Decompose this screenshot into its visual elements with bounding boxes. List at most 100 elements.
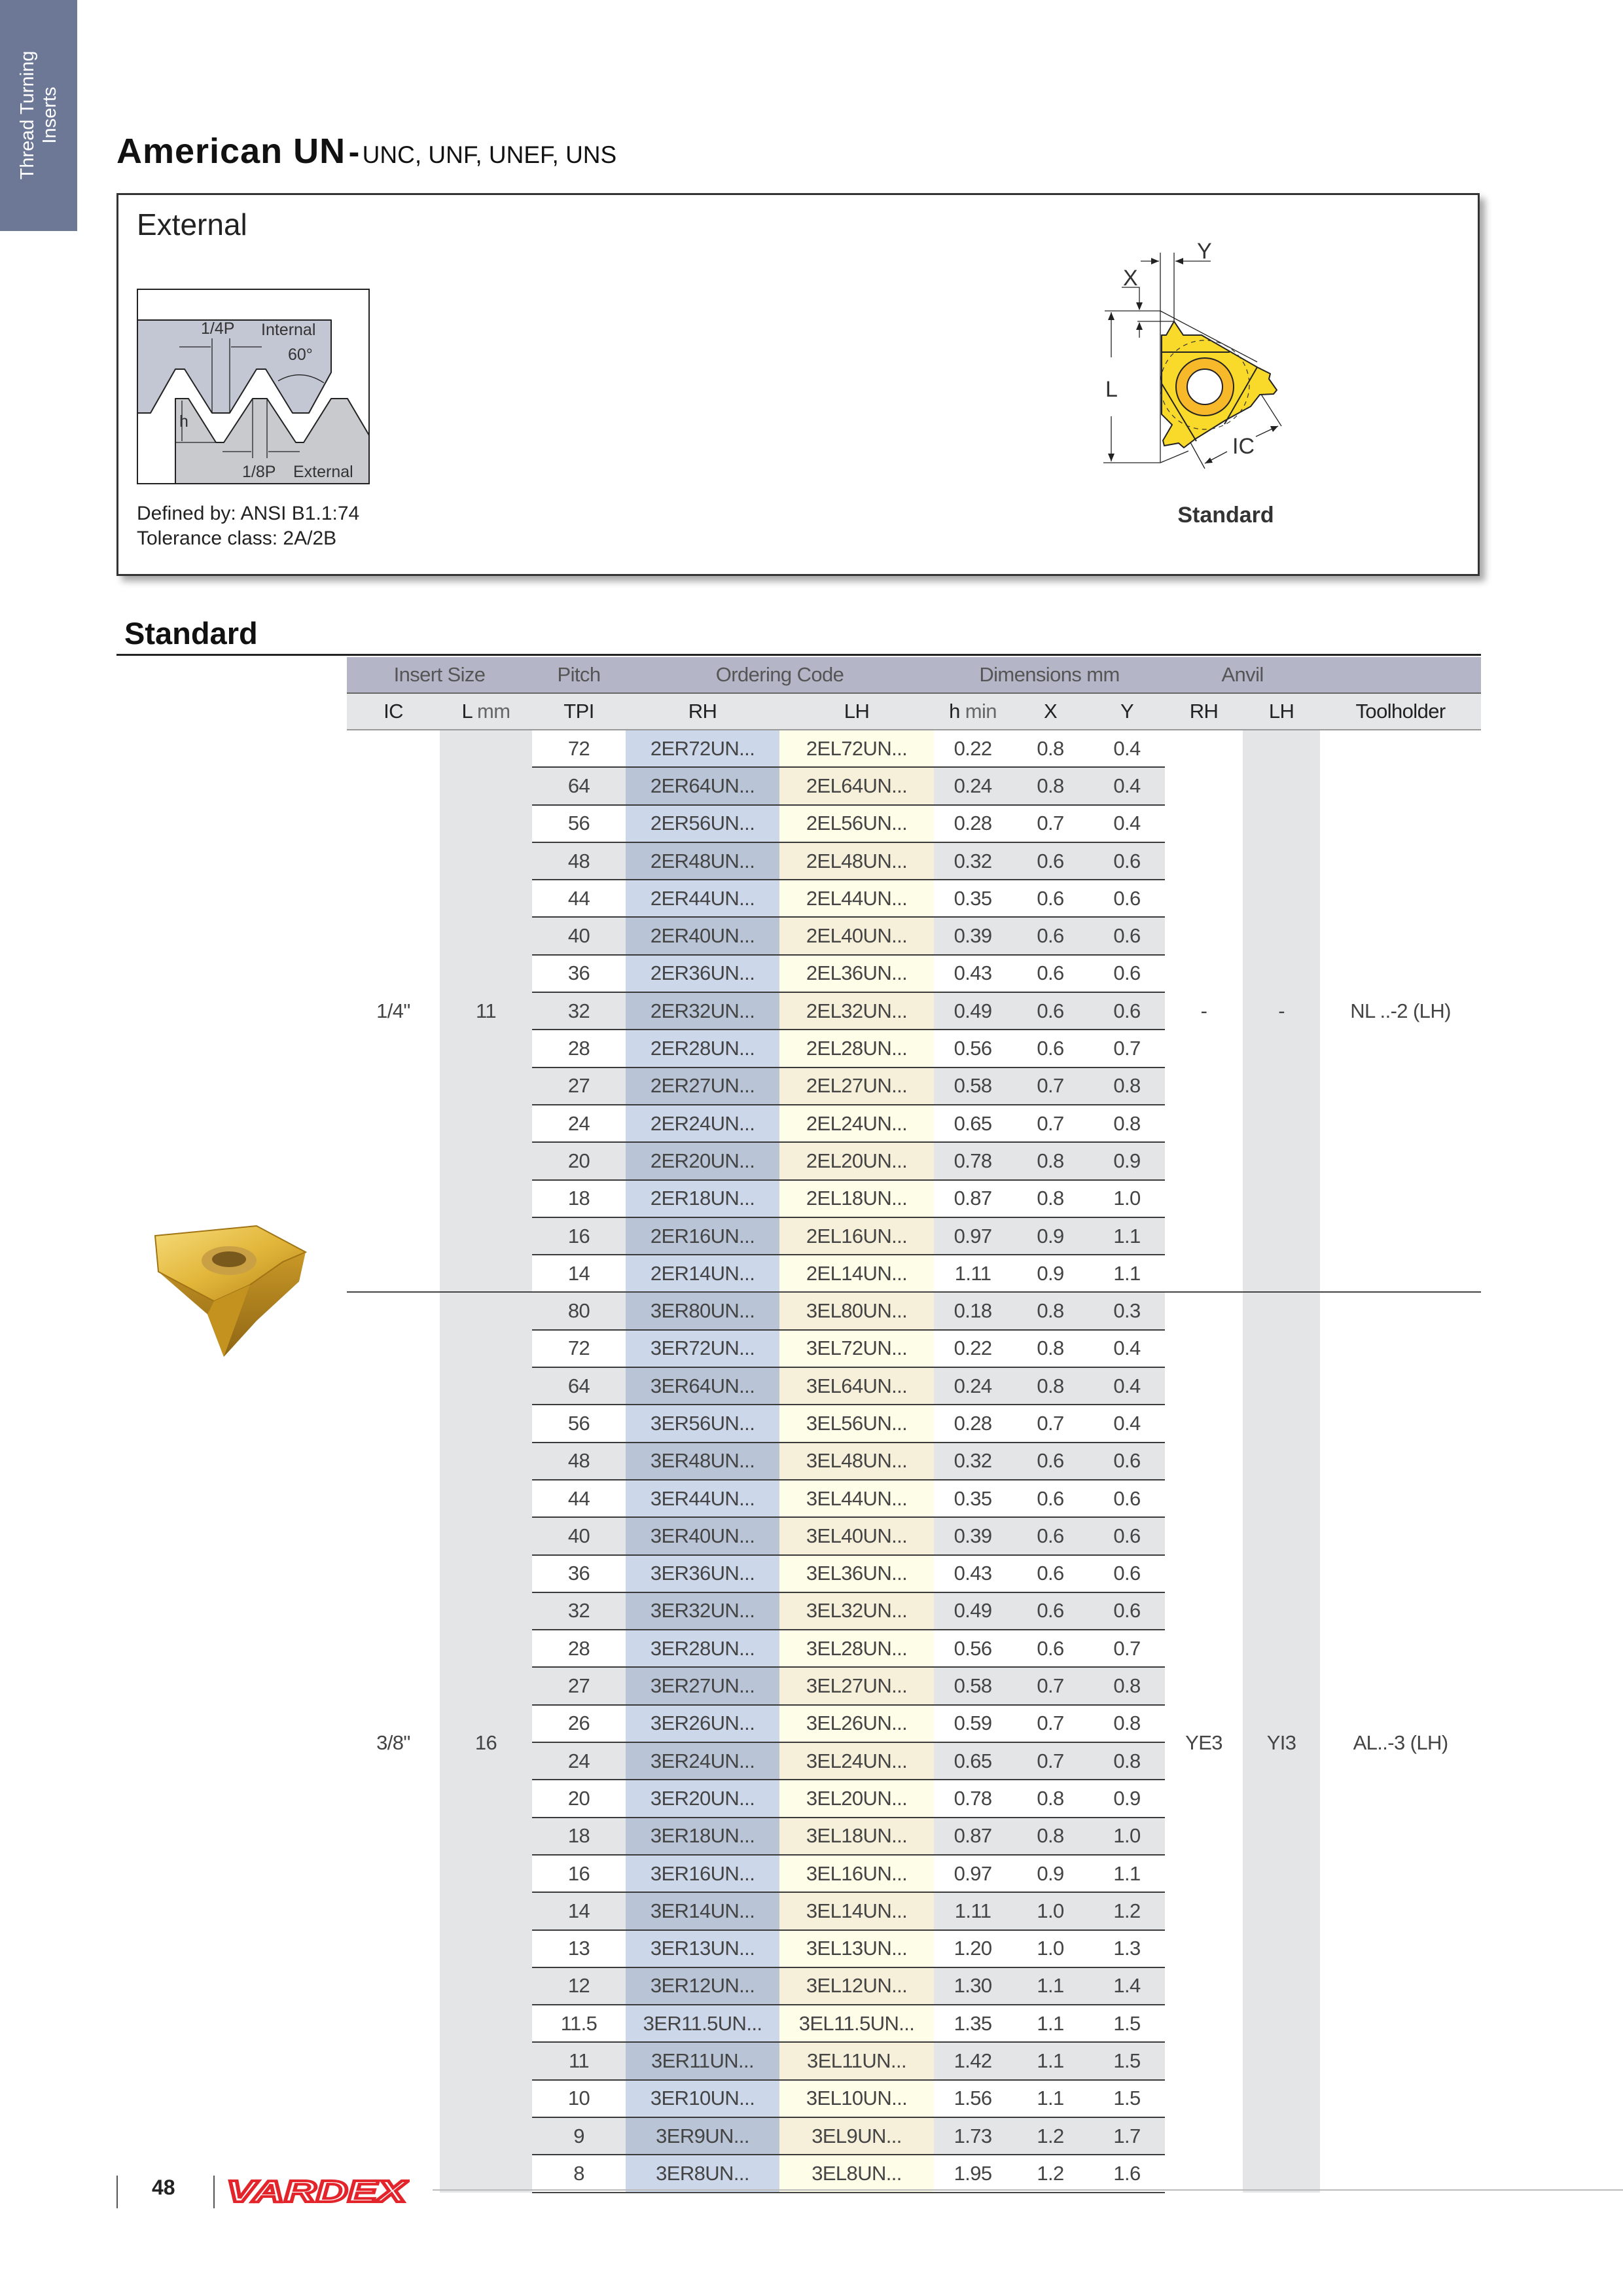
insert-photo <box>154 1225 308 1357</box>
cell-h-min: 0.22 <box>934 1329 1012 1369</box>
cell-ordering-rh: 3ER8UN... <box>626 2155 780 2193</box>
external-thread-shape <box>175 398 370 484</box>
cell-ordering-rh: 3ER56UN... <box>626 1405 780 1443</box>
cell-y: 0.6 <box>1089 954 1166 994</box>
table-row: 36 3ER36UN... 3EL36UN... 0.43 0.6 0.6 <box>347 1554 1481 1593</box>
cell-ordering-lh: 3EL11UN... <box>779 2042 935 2081</box>
cell-x: 0.7 <box>1012 1104 1090 1143</box>
cell-x: 0.6 <box>1012 1517 1090 1556</box>
cell-y: 0.8 <box>1089 1704 1166 1744</box>
table-row: 26 3ER26UN... 3EL26UN... 0.59 0.7 0.8 <box>347 1704 1481 1744</box>
cell-ordering-lh: 2EL64UN... <box>779 767 935 806</box>
cell-ordering-lh: 2EL18UN... <box>779 1179 935 1218</box>
cell-toolholder: AL..-3 (LH) <box>1320 1291 1482 2193</box>
external-heading: External <box>137 207 247 242</box>
col-anvil-rh: RH <box>1165 693 1243 730</box>
cell-tpi: 40 <box>532 917 626 956</box>
cell-x: 0.8 <box>1012 1367 1090 1406</box>
cell-x: 0.8 <box>1012 1179 1090 1218</box>
footer-divider <box>213 2176 215 2208</box>
cell-x: 0.7 <box>1012 1405 1090 1443</box>
cell-ordering-lh: 3EL9UN... <box>779 2117 935 2156</box>
cell-ordering-rh: 3ER28UN... <box>626 1630 780 1668</box>
cell-tpi: 24 <box>532 1104 626 1143</box>
cell-y: 0.6 <box>1089 1479 1166 1518</box>
cell-tpi: 64 <box>532 767 626 806</box>
cell-tpi: 72 <box>532 1329 626 1369</box>
label-height: h <box>179 412 188 431</box>
cell-tpi: 18 <box>532 1817 626 1856</box>
cell-tpi: 16 <box>532 1217 626 1256</box>
cell-ordering-lh: 3EL32UN... <box>779 1592 935 1631</box>
insert-dimension-diagram: Y X L IC Standard <box>1103 239 1282 528</box>
cell-ordering-lh: 2EL48UN... <box>779 842 935 881</box>
table-row: 20 2ER20UN... 2EL20UN... 0.78 0.8 0.9 <box>347 1142 1481 1181</box>
cell-ordering-rh: 3ER48UN... <box>626 1442 780 1480</box>
insert-caption: Standard <box>1177 503 1274 528</box>
cell-ordering-lh: 3EL26UN... <box>779 1704 935 1744</box>
col-x: X <box>1012 693 1090 730</box>
table-row: 28 3ER28UN... 3EL28UN... 0.56 0.6 0.7 <box>347 1630 1481 1668</box>
cell-y: 0.8 <box>1089 1742 1166 1781</box>
cell-ordering-rh: 2ER40UN... <box>626 917 780 956</box>
cell-h-min: 0.49 <box>934 1592 1012 1631</box>
col-anvil-lh: LH <box>1243 693 1321 730</box>
standard-definition: Defined by: ANSI B1.1:74 Tolerance class… <box>137 501 359 551</box>
cell-tpi: 44 <box>532 880 626 918</box>
table-row: 40 2ER40UN... 2EL40UN... 0.39 0.6 0.6 <box>347 917 1481 956</box>
cell-h-min: 1.11 <box>934 1255 1012 1293</box>
label-internal: Internal <box>261 321 315 339</box>
table-row: 16 2ER16UN... 2EL16UN... 0.97 0.9 1.1 <box>347 1217 1481 1256</box>
cell-x: 1.1 <box>1012 1967 1090 2006</box>
external-info-box: External 1/4P Internal 60° h 1/8P Extern… <box>116 193 1480 576</box>
label-external: External <box>293 463 353 481</box>
cell-x: 0.8 <box>1012 1142 1090 1181</box>
cell-tpi: 20 <box>532 1142 626 1181</box>
cell-tpi: 48 <box>532 842 626 881</box>
cell-h-min: 0.35 <box>934 880 1012 918</box>
cell-x: 1.1 <box>1012 2079 1090 2118</box>
insert-hole <box>1186 368 1223 405</box>
cell-h-min: 0.58 <box>934 1067 1012 1105</box>
cell-tpi: 16 <box>532 1854 626 1893</box>
table-row: 18 3ER18UN... 3EL18UN... 0.87 0.8 1.0 <box>347 1817 1481 1856</box>
cell-tpi: 12 <box>532 1967 626 2006</box>
cell-h-min: 1.42 <box>934 2042 1012 2081</box>
table-row: 44 3ER44UN... 3EL44UN... 0.35 0.6 0.6 <box>347 1479 1481 1518</box>
thread-profile-diagram: 1/4P Internal 60° h 1/8P External <box>137 289 370 484</box>
cell-ordering-lh: 3EL72UN... <box>779 1329 935 1369</box>
defined-by: Defined by: ANSI B1.1:74 <box>137 503 360 524</box>
cell-h-min: 1.56 <box>934 2079 1012 2118</box>
cell-ordering-rh: 2ER16UN... <box>626 1217 780 1256</box>
cell-ordering-lh: 2EL20UN... <box>779 1142 935 1181</box>
cell-h-min: 1.35 <box>934 2005 1012 2043</box>
cell-y: 1.7 <box>1089 2117 1166 2156</box>
cell-x: 0.8 <box>1012 1780 1090 1818</box>
cell-h-min: 0.87 <box>934 1817 1012 1856</box>
header-dimensions: Dimensions mm <box>934 657 1166 694</box>
cell-x: 0.6 <box>1012 1030 1090 1068</box>
cell-ordering-lh: 3EL10UN... <box>779 2079 935 2118</box>
table-row: 1/4" 11 72 2ER72UN... 2EL72UN... 0.22 0.8 0.4- -… <box>347 730 1482 1293</box>
cell-tpi: 28 <box>532 1630 626 1668</box>
cell-l-mm: 11 <box>440 730 533 1293</box>
section-tab-line1: Thread Turning <box>17 50 38 180</box>
cell-ordering-lh: 2EL27UN... <box>779 1067 935 1105</box>
cell-y: 0.6 <box>1089 1554 1166 1593</box>
cell-ordering-rh: 3ER32UN... <box>626 1592 780 1631</box>
cell-y: 0.4 <box>1089 1329 1166 1369</box>
table-row: 27 3ER27UN... 3EL27UN... 0.58 0.7 0.8 <box>347 1667 1481 1706</box>
table-row: 8 3ER8UN... 3EL8UN... 1.95 1.2 1.6 <box>347 2155 1481 2193</box>
cell-ordering-rh: 3ER18UN... <box>626 1817 780 1856</box>
header-ordering-code: Ordering Code <box>626 657 935 694</box>
table-row: 48 2ER48UN... 2EL48UN... 0.32 0.6 0.6 <box>347 842 1481 881</box>
cell-ordering-rh: 2ER48UN... <box>626 842 780 881</box>
table-row: 14 2ER14UN... 2EL14UN... 1.11 0.9 1.1 <box>347 1255 1481 1293</box>
cell-h-min: 0.22 <box>934 730 1012 768</box>
cell-y: 1.1 <box>1089 1217 1166 1256</box>
cell-tpi: 64 <box>532 1367 626 1406</box>
cell-x: 0.8 <box>1012 1291 1090 1331</box>
cell-y: 1.5 <box>1089 2042 1166 2081</box>
cell-ordering-rh: 3ER36UN... <box>626 1554 780 1593</box>
table-row: 48 3ER48UN... 3EL48UN... 0.32 0.6 0.6 <box>347 1442 1481 1480</box>
